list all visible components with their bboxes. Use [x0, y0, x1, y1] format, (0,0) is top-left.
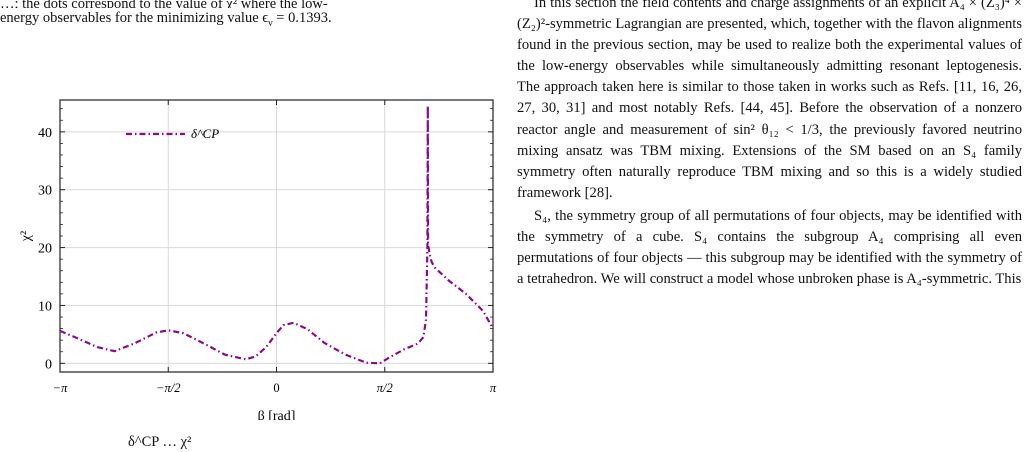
x-tick-label: π/2	[377, 381, 393, 395]
legend: δ^CP	[126, 126, 219, 141]
y-tick-label: 40	[38, 126, 52, 141]
series-line	[59, 104, 494, 365]
y-tick-label: 30	[38, 184, 52, 199]
x-axis-label: β [rad]	[258, 409, 296, 420]
figure-caption-bottom-cut: δ^CP … χ²	[128, 434, 192, 450]
x-tick-label: −π/2	[156, 381, 180, 395]
caption-cut-line: …; the dots correspond to the value of χ…	[0, 0, 328, 8]
legend-label: δ^CP	[191, 126, 219, 141]
y-tick-label: 0	[45, 357, 52, 372]
caption-line: energy observables for the minimizing va…	[0, 10, 332, 29]
x-tick-label: −π	[53, 381, 68, 395]
paragraph-2: S₄, the symmetry group of all permutatio…	[517, 207, 1022, 288]
axis-ticks: −π −π/2 0 π/2 π 0 10 20 30 40	[38, 100, 497, 395]
figure-caption-top: …; the dots correspond to the value of χ…	[0, 0, 480, 34]
chi2-vs-beta-plot: −π −π/2 0 π/2 π 0 10 20 30 40 δ^CP β [rad] χ²	[19, 99, 497, 420]
grid-lines	[60, 100, 493, 372]
paragraph-1: In this section the field contents and c…	[517, 0, 1022, 201]
y-axis-label: χ²	[19, 231, 34, 242]
y-tick-label: 10	[38, 299, 52, 314]
series-group	[59, 104, 494, 365]
x-tick-label: π	[490, 381, 497, 395]
y-tick-label: 20	[38, 242, 52, 257]
x-tick-label: 0	[273, 381, 279, 395]
body-text-column: In this section the field contents and c…	[517, 0, 1022, 290]
